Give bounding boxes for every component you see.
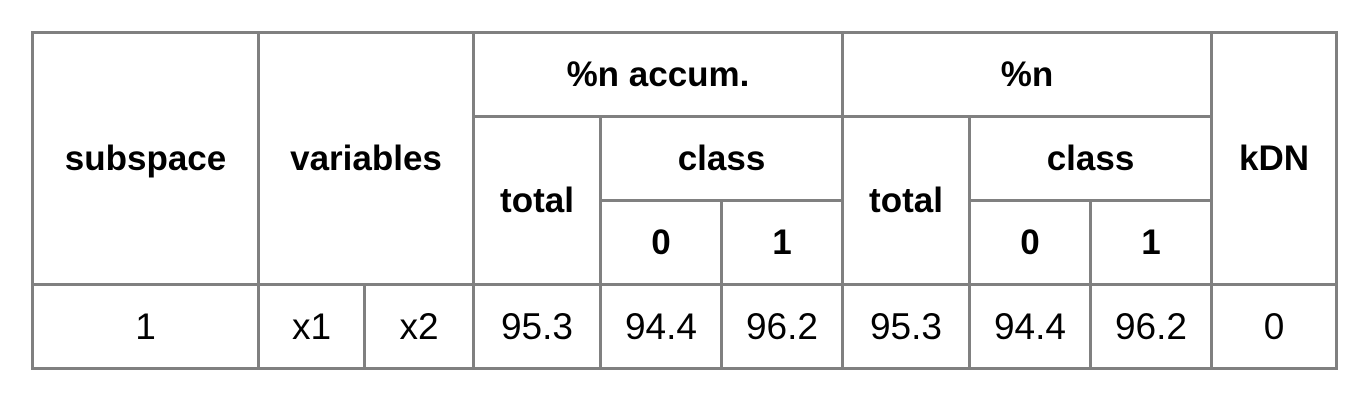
header-kdn: kDN xyxy=(1210,31,1338,286)
cell-pct-class-0: 94.4 xyxy=(968,283,1092,370)
cell-accum-total: 95.3 xyxy=(472,283,602,370)
header-accum: %n accum. xyxy=(472,31,844,118)
cell-var1: x1 xyxy=(257,283,366,370)
header-pct-class-1: 1 xyxy=(1089,199,1213,286)
header-pct-class: class xyxy=(968,115,1213,202)
cell-kdn: 0 xyxy=(1210,283,1338,370)
header-accum-class: class xyxy=(599,115,844,202)
header-variables: variables xyxy=(257,31,475,286)
header-pct: %n xyxy=(841,31,1213,118)
table-row: 1 x1 x2 95.3 94.4 96.2 95.3 94.4 96.2 0 xyxy=(31,283,1338,370)
cell-pct-class-1: 96.2 xyxy=(1089,283,1213,370)
cell-pct-total: 95.3 xyxy=(841,283,971,370)
header-subspace: subspace xyxy=(31,31,260,286)
cell-accum-class-0: 94.4 xyxy=(599,283,723,370)
header-row-1: subspace variables %n accum. %n kDN xyxy=(31,31,1338,286)
header-row-2: total class total class xyxy=(33,115,1337,286)
header-pct-class-0: 0 xyxy=(968,199,1092,286)
cell-accum-class-1: 96.2 xyxy=(720,283,844,370)
header-accum-class-1: 1 xyxy=(720,199,844,286)
cell-var2: x2 xyxy=(363,283,475,370)
header-pct-total: total xyxy=(841,115,971,286)
header-accum-total: total xyxy=(472,115,602,286)
header-accum-class-0: 0 xyxy=(599,199,723,286)
cell-subspace: 1 xyxy=(31,283,260,370)
header-row-3: 0 1 0 1 xyxy=(33,199,1337,286)
results-table: subspace variables %n accum. %n kDN tota… xyxy=(31,31,1338,370)
